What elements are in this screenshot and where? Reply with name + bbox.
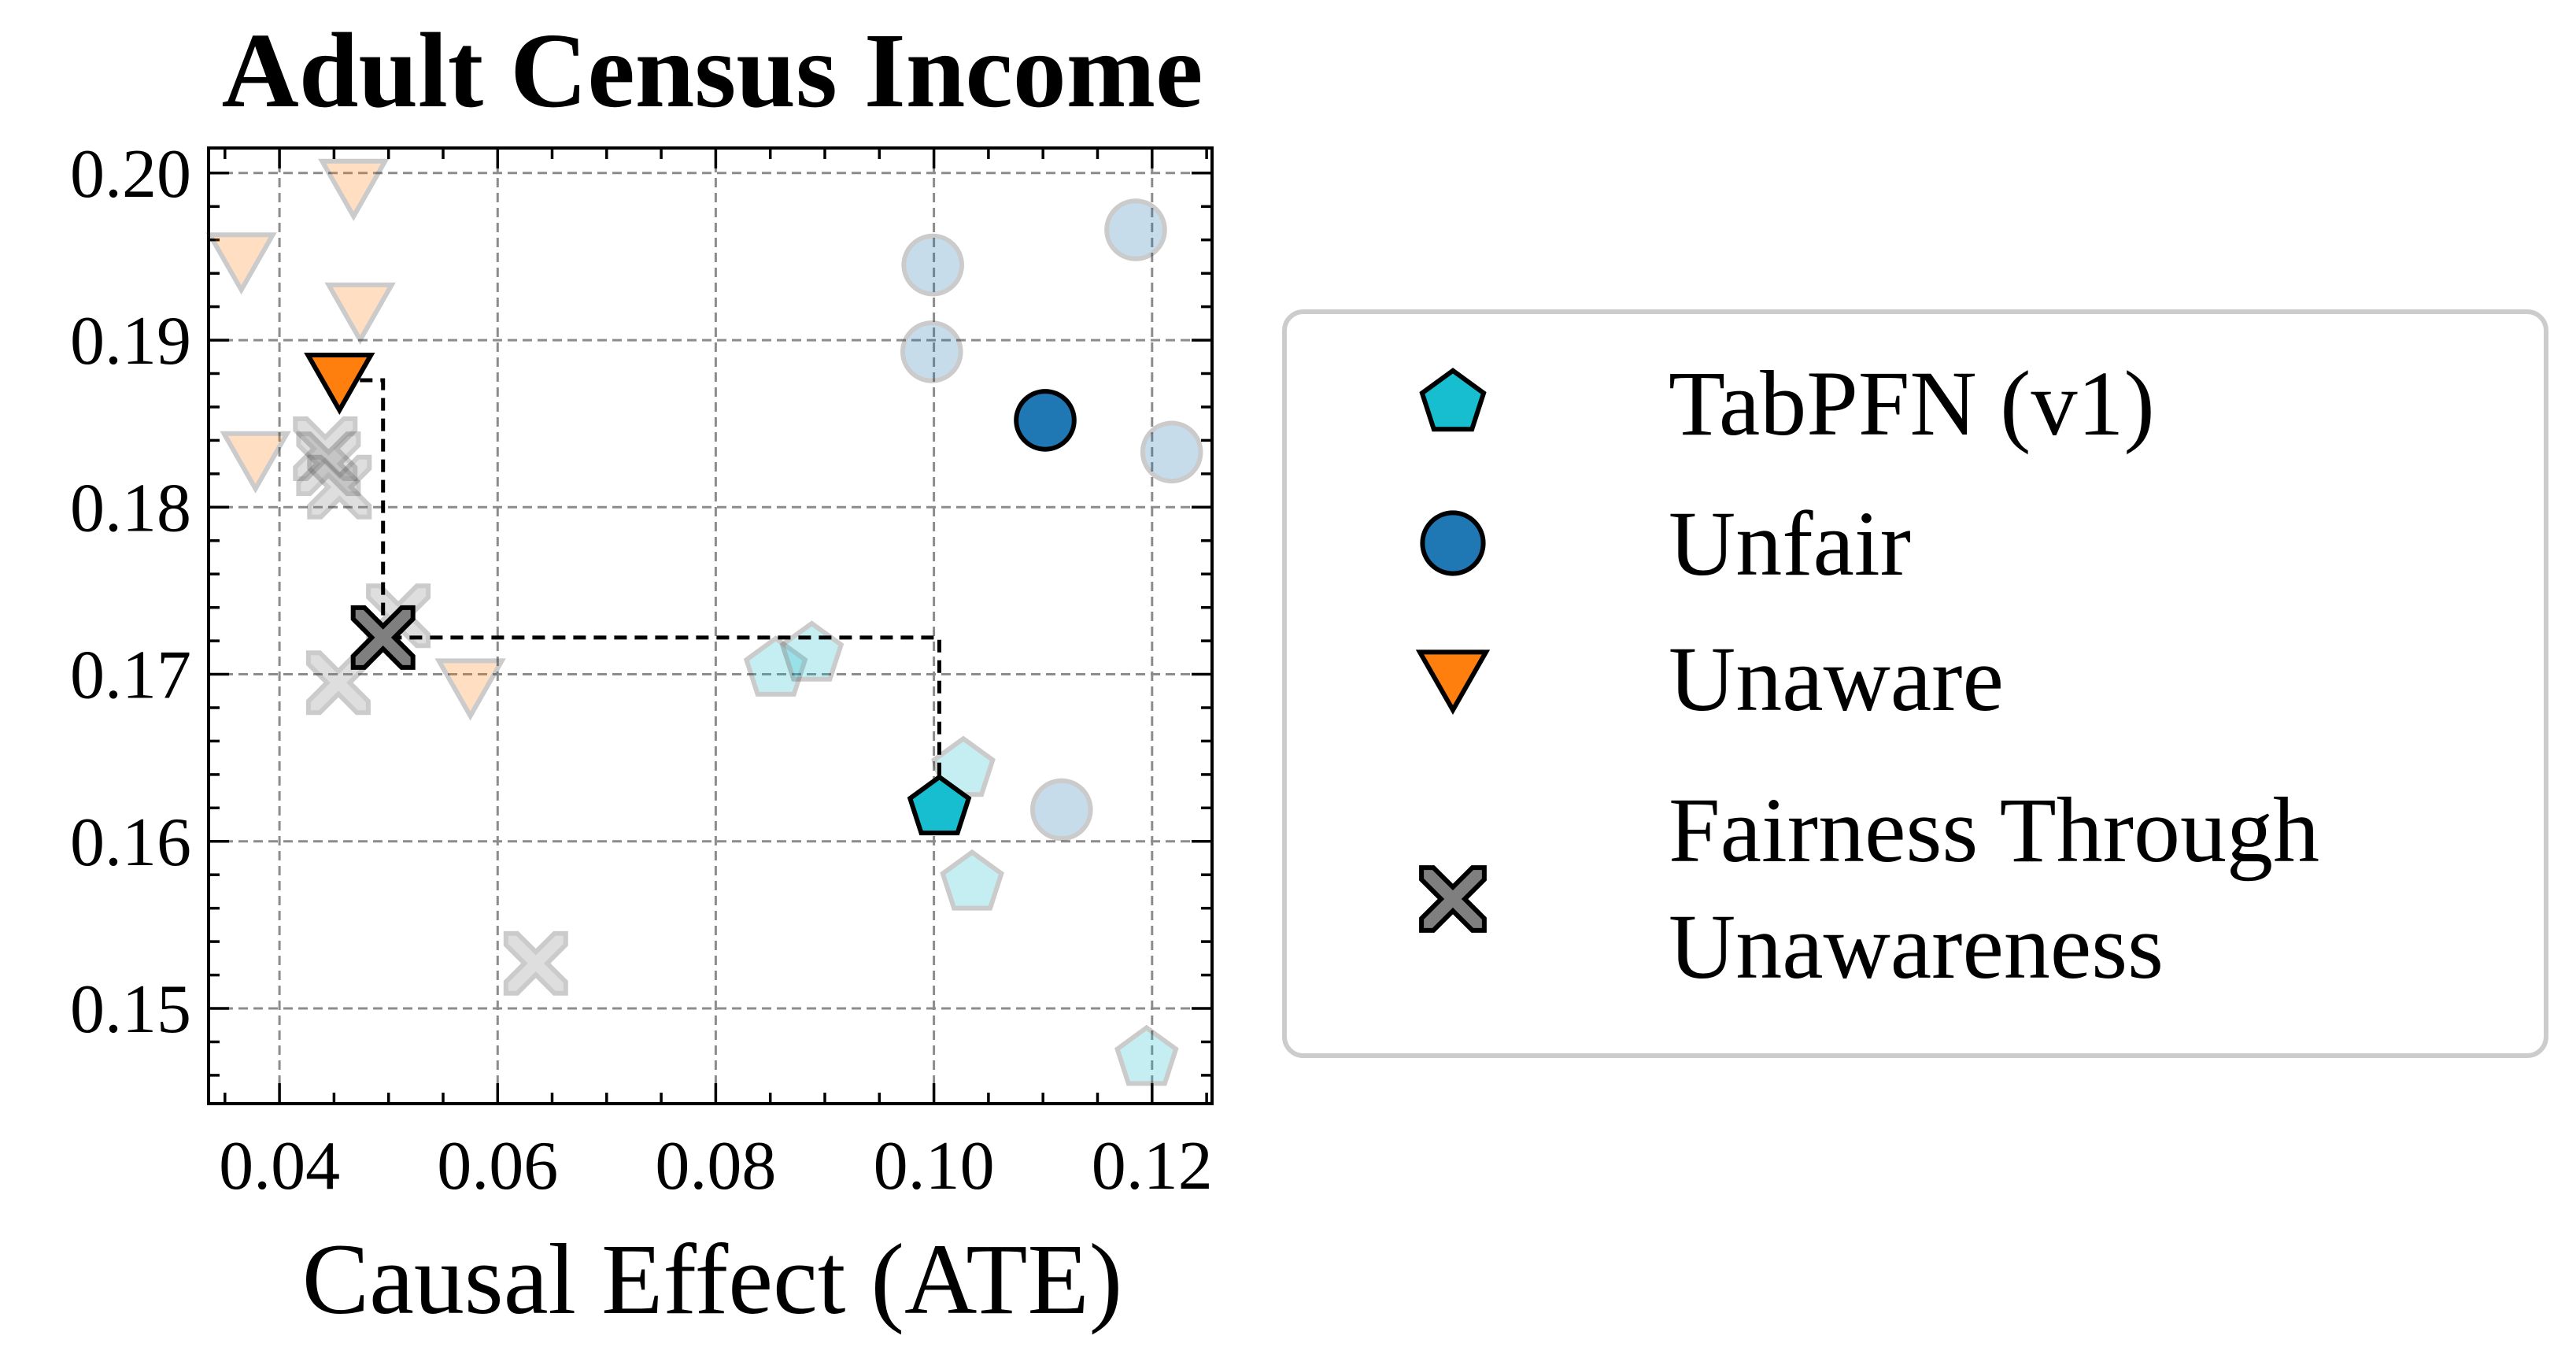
legend-label: Fairness Through [1669,779,2319,882]
circle-point [1140,420,1203,484]
legend-circle-icon [1420,510,1486,576]
circle-point [1104,198,1167,261]
x-tick-label: 0.06 [437,1128,558,1204]
y-tick-label: 0.20 [70,136,191,213]
x-filled-point [503,930,568,996]
y-tick-label: 0.17 [70,638,191,714]
x-filled-point [307,454,372,520]
plot-border [207,146,1214,1105]
x-axis-label: Causal Effect (ATE) [302,1223,1123,1335]
triangle-down-point [220,431,291,494]
faded-points [205,158,1203,1086]
x-filled-point [296,431,361,497]
pentagon-point [1114,1024,1179,1086]
x-tick-label: 0.04 [219,1128,340,1204]
y-tick-label: 0.19 [70,303,191,379]
x-tick-label: 0.10 [874,1128,995,1204]
triangle-down-point [434,658,506,721]
legend-label: Unfair [1669,492,1911,595]
circle-point [900,320,963,383]
circle-highlight-point [1014,389,1077,452]
x-axis-ticks: 0.04 0.06 0.08 0.10 0.12 [219,148,1213,1204]
pareto-front [339,378,941,808]
triangle-down-point [324,282,396,345]
circle-point [1030,778,1093,842]
highlight-points [304,353,1077,836]
x-filled-highlight-point [350,605,416,670]
x-tick-label: 0.08 [655,1128,776,1204]
triangle-down-point [318,158,390,221]
legend-x-filled-icon [1419,865,1487,933]
pentagon-point [743,635,808,697]
plot-frame [207,146,1214,1105]
legend-box [1282,309,2548,1058]
legend-label: TabPFN (v1) [1669,352,2155,455]
triangle-down-highlight-point [304,353,375,416]
y-tick-label: 0.15 [70,971,191,1048]
legend: TabPFN (v1) Unfair Unaware Fairness Through… [1282,309,2548,1058]
pentagon-point [779,620,844,682]
legend-pentagon-icon [1419,368,1487,432]
legend-triangle-down-icon [1415,649,1491,715]
triangle-down-point [205,232,277,295]
grid [209,148,1212,1104]
pareto-front-line [339,378,941,808]
y-axis-ticks: 0.15 0.16 0.17 0.18 0.19 0.20 [70,136,1212,1077]
y-tick-label: 0.18 [70,470,191,546]
chart-title: Adult Census Income [222,12,1203,130]
circle-point [901,233,964,297]
x-filled-point [293,416,358,481]
legend-label: Unawareness [1669,895,2164,998]
x-tick-label: 0.12 [1092,1128,1213,1204]
pentagon-point [940,849,1004,911]
pentagon-highlight-point [907,774,972,836]
legend-label: Unaware [1669,627,2004,731]
y-tick-label: 0.16 [70,805,191,881]
